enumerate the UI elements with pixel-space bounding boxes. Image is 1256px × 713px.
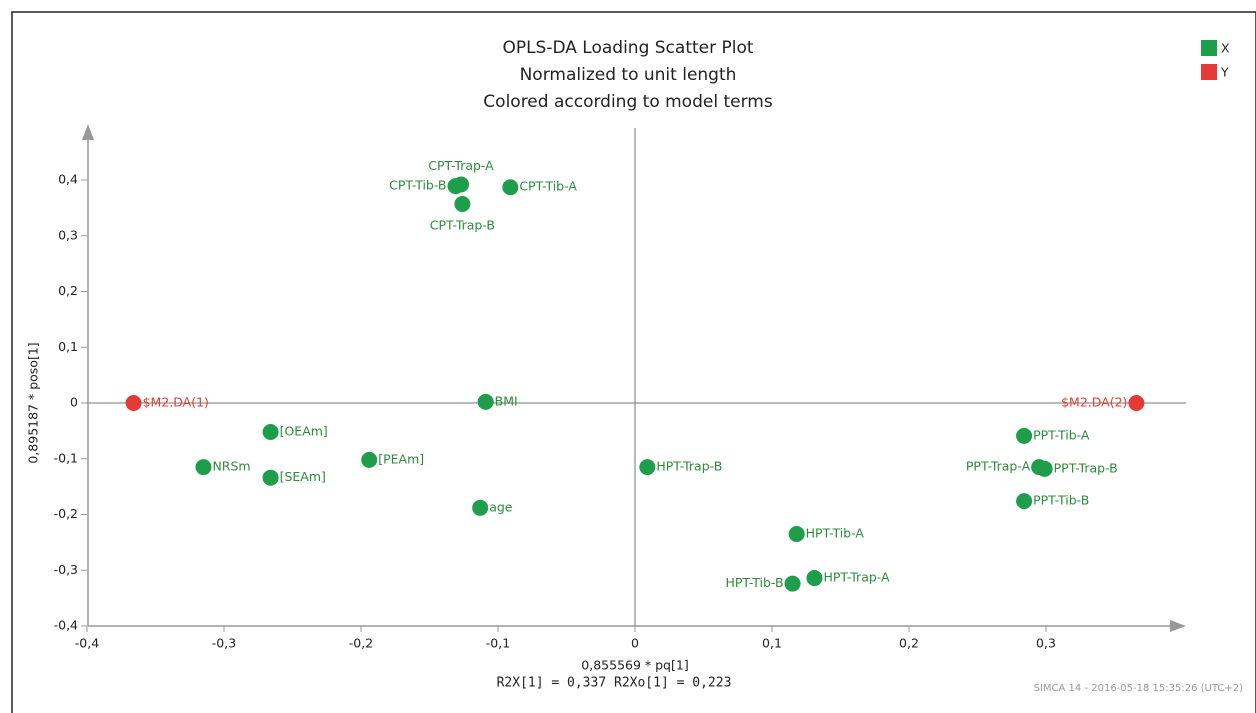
y-tick-label: 0,3 [58,227,78,242]
point-label: HPT-Tib-A [806,526,865,541]
x-tick-label: 0,2 [899,636,919,651]
y-tick-label: -0,3 [54,562,78,577]
title-line: Colored according to model terms [483,92,773,112]
legend-swatch [1201,64,1217,80]
point [1016,427,1033,444]
point [454,195,471,212]
point [195,459,212,476]
point [502,179,519,196]
point-label: PPT-Tib-B [1033,493,1089,508]
x-arrow [1170,620,1186,632]
y-tick-label: 0,4 [58,172,78,187]
x-tick-label: 0,1 [762,636,782,651]
title-line: Normalized to unit length [520,65,737,85]
y-tick-label: -0,1 [54,450,78,465]
point-label: PPT-Trap-B [1054,460,1118,475]
y-axis-label: 0,895187 * poso[1] [26,342,41,463]
point [361,451,378,468]
x-tick-label: 0,3 [1036,636,1056,651]
frame [11,11,1256,713]
point [1128,395,1145,411]
point-label: BMI [495,393,518,408]
footer: SIMCA 14 - 2016-05-18 15:35:26 (UTC+2) [1034,683,1243,694]
point [1036,460,1053,477]
y-tick-label: 0 [70,395,78,410]
y-tick-label: -0,4 [54,618,78,633]
legend-label: X [1221,41,1230,56]
point [784,575,801,592]
y-tick-label: 0,2 [58,283,78,298]
y-arrow [82,124,94,140]
x-tick-label: -0,1 [486,636,510,651]
legend-swatch [1201,40,1217,56]
point-label: age [489,499,513,514]
point [639,459,656,476]
point-label: $M2.DA(1) [143,395,209,410]
point [472,499,489,516]
point-label: CPT-Trap-B [430,217,495,232]
point-label: [PEAm] [378,451,424,466]
x-tick-label: -0,3 [212,636,236,651]
point [125,395,142,411]
x-tick-label: -0,4 [75,636,99,651]
point [262,423,279,440]
title-line: OPLS-DA Loading Scatter Plot [502,38,753,58]
point-label: HPT-Trap-A [823,570,890,585]
point-label: CPT-Tib-B [389,178,446,193]
point-label: NRSm [212,459,250,474]
point [447,178,464,195]
point-label: $M2.DA(2) [1061,395,1127,410]
point [806,570,823,587]
point-label: CPT-Tib-A [519,179,577,194]
point-label: HPT-Trap-B [656,459,722,474]
point [477,393,494,410]
point-label: [OEAm] [280,423,328,438]
y-tick-label: -0,2 [54,506,78,521]
annotation: R2X[1] = 0,337 R2Xo[1] = 0,223 [497,676,732,691]
x-axis-label: 0,855569 * pq[1] [581,658,688,673]
point-label: [SEAm] [280,469,326,484]
x-tick-label: 0 [631,636,639,651]
point-label: CPT-Trap-A [428,158,494,173]
point-label: PPT-Trap-A [966,459,1031,474]
point [788,526,805,543]
x-tick-label: -0,2 [349,636,373,651]
y-tick-label: 0,1 [58,339,78,354]
point-label: PPT-Tib-A [1033,427,1090,442]
point [262,469,279,486]
point [1016,493,1033,510]
legend-label: Y [1220,65,1229,80]
point-label: HPT-Tib-B [725,575,783,590]
